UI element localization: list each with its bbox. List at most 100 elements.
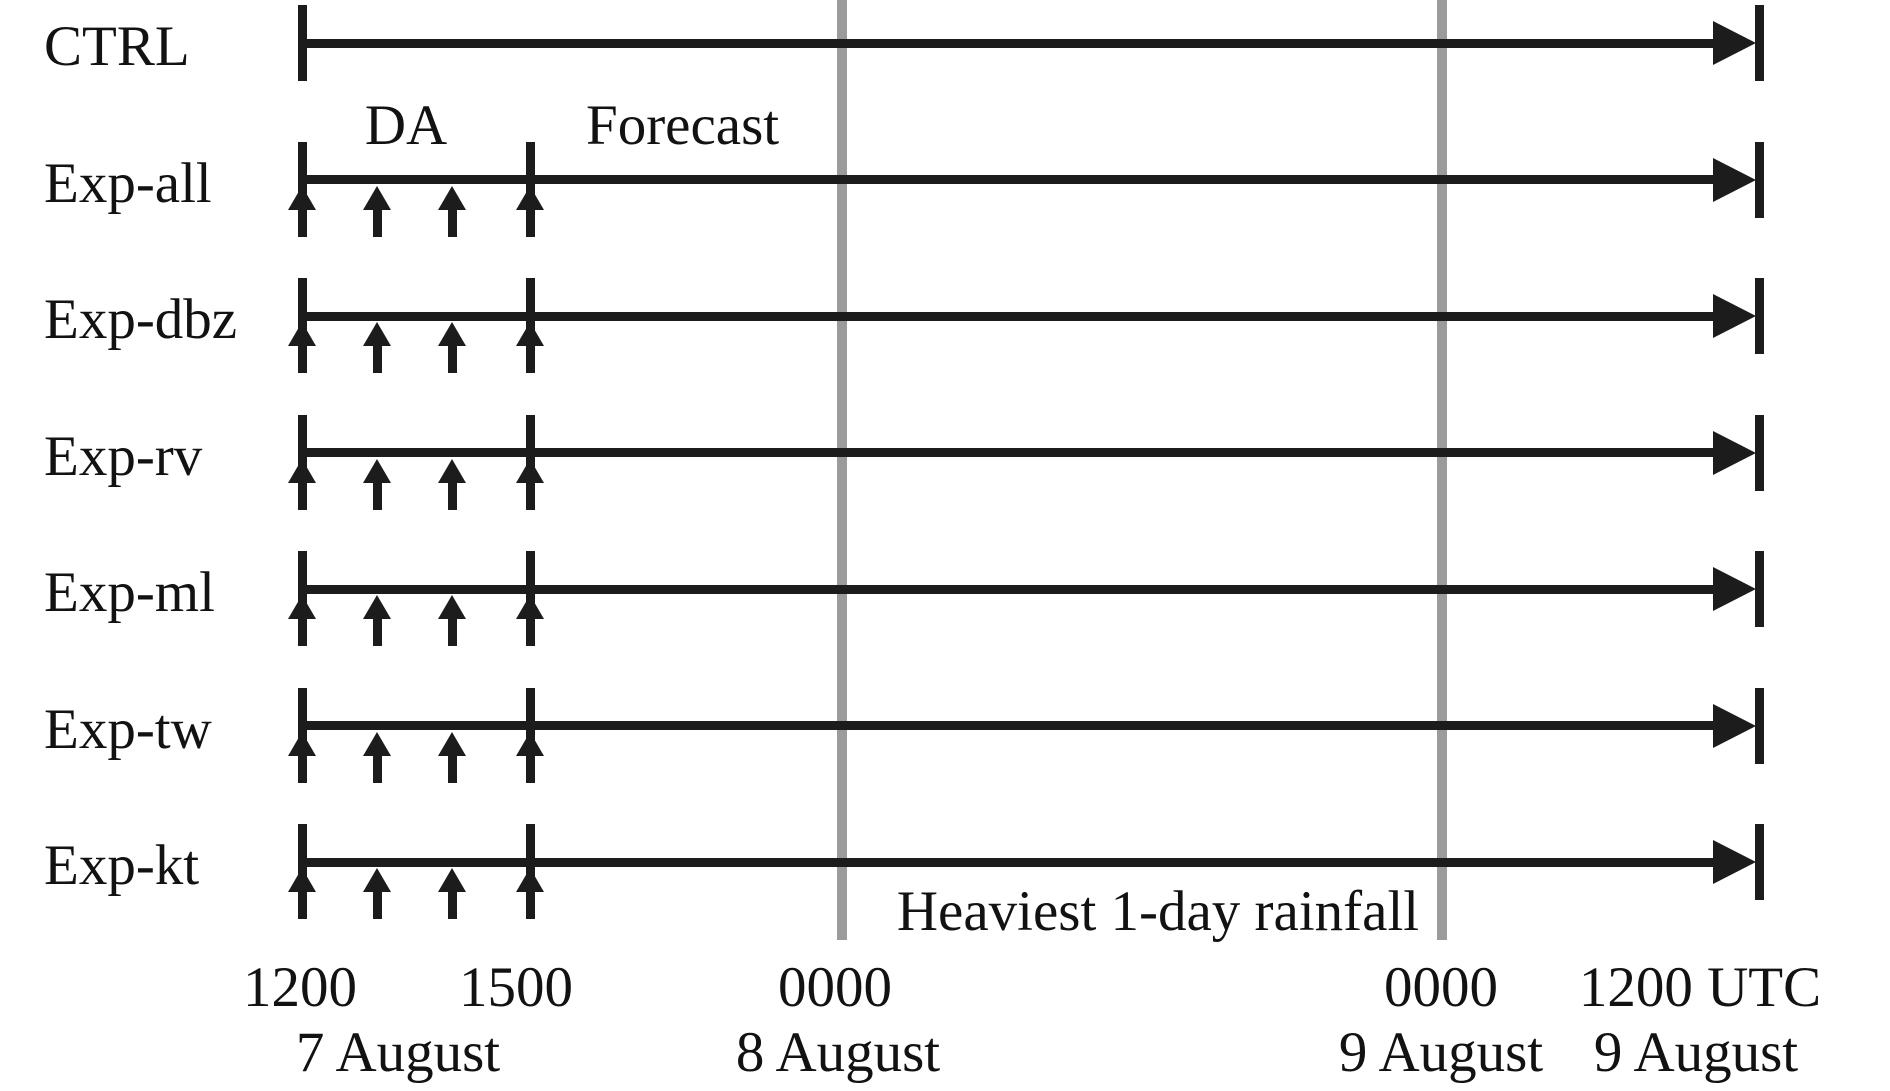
- experiment-label: Exp-dbz: [44, 288, 238, 351]
- timeline-line: [302, 448, 1714, 457]
- da-cycle-arrow-icon: [363, 458, 391, 483]
- axis-time-label: 1200: [243, 956, 357, 1019]
- timeline-start-tick: [297, 141, 307, 218]
- da-cycle-arrow-stem: [372, 752, 382, 783]
- da-phase-label: DA: [364, 94, 448, 157]
- da-cycle-arrow-icon: [516, 868, 544, 892]
- da-cycle-arrow-stem: [372, 206, 382, 237]
- da-cycle-arrow-icon: [288, 595, 316, 619]
- axis-time-label: 0000: [778, 956, 892, 1019]
- da-window-end-tick: [525, 414, 535, 491]
- da-cycle-arrow-stem: [447, 479, 457, 510]
- timeline-line: [302, 857, 1714, 867]
- timeline-end-arrow-icon: [1713, 703, 1756, 748]
- axis-time-label: 1200 UTC: [1578, 956, 1822, 1019]
- axis-time-label: 1500: [459, 956, 573, 1019]
- da-cycle-arrow-icon: [438, 322, 466, 346]
- da-cycle-arrow-icon: [363, 595, 391, 619]
- timeline-end-tick: [1755, 5, 1764, 81]
- da-cycle-arrow-icon: [438, 731, 466, 756]
- day-boundary-gridline-9aug: [1437, 0, 1447, 940]
- axis-date-label: 9 August: [1593, 1021, 1799, 1084]
- da-window-end-tick: [525, 551, 535, 627]
- da-window-end-tick: [525, 141, 535, 218]
- da-cycle-arrow-stem: [525, 752, 535, 783]
- day-boundary-gridline-8aug: [837, 0, 847, 940]
- da-cycle-arrow-stem: [372, 479, 382, 510]
- da-cycle-arrow-icon: [438, 185, 466, 210]
- da-cycle-arrow-icon: [288, 458, 316, 483]
- timeline-start-tick: [297, 824, 307, 900]
- axis-time-label: 0000: [1384, 956, 1498, 1019]
- da-cycle-arrow-stem: [525, 479, 535, 510]
- timeline-end-tick: [1755, 141, 1764, 218]
- timeline-end-tick: [1755, 824, 1764, 900]
- timeline-end-arrow-icon: [1713, 21, 1756, 65]
- timeline-start-tick: [297, 278, 307, 354]
- da-cycle-arrow-icon: [363, 731, 391, 756]
- da-cycle-arrow-stem: [525, 616, 535, 646]
- da-cycle-arrow-stem: [372, 616, 382, 646]
- da-window-end-tick: [525, 687, 535, 764]
- da-cycle-arrow-stem: [447, 889, 457, 919]
- axis-date-label: 9 August: [1338, 1021, 1544, 1084]
- experiment-label: Exp-tw: [44, 697, 212, 761]
- timeline-start-tick: [297, 687, 307, 764]
- da-cycle-arrow-icon: [363, 868, 391, 892]
- timeline-end-arrow-icon: [1713, 157, 1756, 202]
- timeline-end-tick: [1755, 278, 1764, 354]
- da-cycle-arrow-stem: [447, 616, 457, 646]
- experiment-label: Exp-ml: [44, 561, 215, 624]
- da-cycle-arrow-stem: [372, 889, 382, 919]
- experiment-label: Exp-all: [44, 151, 212, 215]
- timeline-line: [302, 311, 1714, 321]
- da-cycle-arrow-icon: [438, 458, 466, 483]
- da-cycle-arrow-icon: [516, 731, 544, 756]
- da-cycle-arrow-stem: [525, 343, 535, 373]
- da-cycle-arrow-stem: [297, 889, 307, 919]
- da-cycle-arrow-icon: [516, 322, 544, 346]
- timeline-end-tick: [1755, 551, 1764, 627]
- timeline-line: [302, 584, 1714, 594]
- timeline-start-tick: [297, 551, 307, 627]
- da-cycle-arrow-stem: [297, 206, 307, 237]
- heaviest-rainfall-annotation: Heaviest 1-day rainfall: [896, 880, 1420, 943]
- da-cycle-arrow-stem: [297, 752, 307, 783]
- da-cycle-arrow-icon: [516, 458, 544, 483]
- timeline-end-arrow-icon: [1713, 840, 1756, 884]
- timeline-end-tick: [1755, 687, 1764, 764]
- da-cycle-arrow-stem: [525, 206, 535, 237]
- timeline-line: [302, 38, 1714, 48]
- timeline-line: [302, 175, 1714, 184]
- timeline-end-tick: [1755, 414, 1764, 491]
- timeline-end-arrow-icon: [1713, 567, 1756, 611]
- da-cycle-arrow-icon: [288, 868, 316, 892]
- da-cycle-arrow-icon: [438, 868, 466, 892]
- da-cycle-arrow-stem: [447, 206, 457, 237]
- forecast-phase-label: Forecast: [586, 94, 780, 157]
- timeline-end-arrow-icon: [1713, 294, 1756, 338]
- axis-date-label: 7 August: [295, 1021, 501, 1084]
- da-cycle-arrow-stem: [297, 616, 307, 646]
- da-cycle-arrow-icon: [438, 595, 466, 619]
- experiment-label: Exp-rv: [44, 424, 203, 488]
- timeline-start-tick: [297, 414, 307, 491]
- da-window-end-tick: [525, 824, 535, 900]
- timeline-start-tick: [297, 5, 307, 81]
- da-cycle-arrow-stem: [447, 752, 457, 783]
- timeline-line: [302, 721, 1714, 730]
- da-cycle-arrow-icon: [288, 731, 316, 756]
- da-cycle-arrow-icon: [363, 185, 391, 210]
- da-cycle-arrow-icon: [516, 595, 544, 619]
- experiment-label: CTRL: [44, 15, 190, 78]
- da-cycle-arrow-icon: [288, 322, 316, 346]
- timeline-end-arrow-icon: [1713, 430, 1756, 475]
- da-cycle-arrow-stem: [297, 479, 307, 510]
- da-cycle-arrow-stem: [525, 889, 535, 919]
- da-cycle-arrow-icon: [516, 185, 544, 210]
- da-cycle-arrow-stem: [447, 343, 457, 373]
- axis-date-label: 8 August: [735, 1021, 941, 1084]
- da-cycle-arrow-icon: [363, 322, 391, 346]
- da-window-end-tick: [525, 278, 535, 354]
